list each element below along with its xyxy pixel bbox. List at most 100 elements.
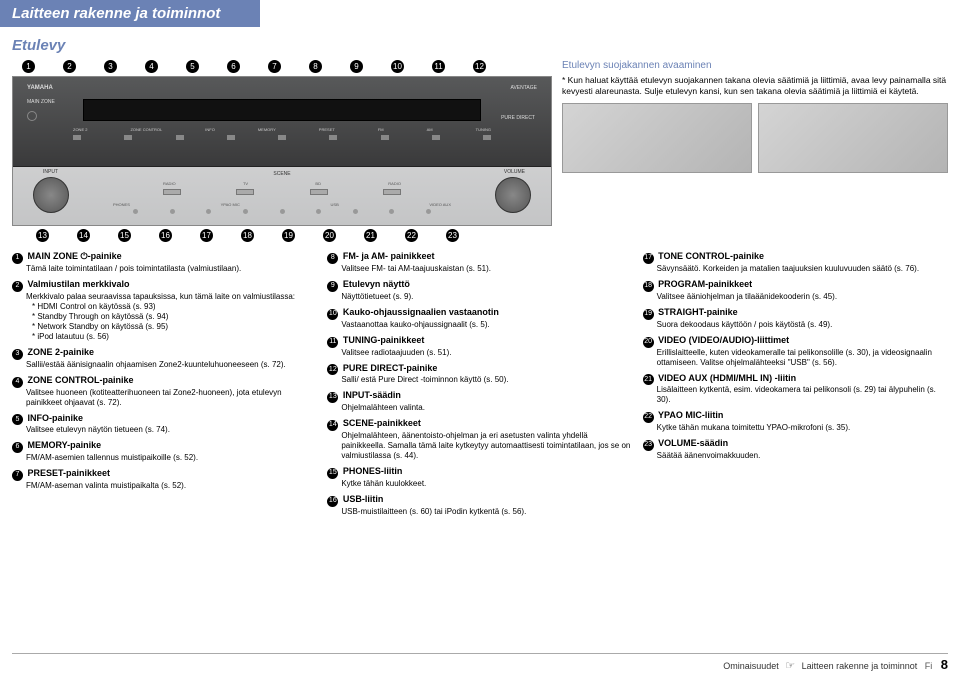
item-12: 12 PURE DIRECT-painikeSalli/ estä Pure D… <box>327 363 632 386</box>
item-head: 3 ZONE 2-painike <box>12 347 317 360</box>
footer-section-1: Ominaisuudet <box>723 661 779 671</box>
item-head: 17 TONE CONTROL-painike <box>643 251 948 264</box>
item-body: Ohjelmalähteen, äänentoisto-ohjelman ja … <box>341 431 632 461</box>
item-body: Ohjelmalähteen valinta. <box>341 403 632 413</box>
item-9: 9 Etulevyn näyttöNäyttötietueet (s. 9). <box>327 279 632 302</box>
item-18: 18 PROGRAM-painikkeetValitsee ääniohjelm… <box>643 279 948 302</box>
item-number: 6 <box>12 442 23 453</box>
item-number: 7 <box>12 470 23 481</box>
brand-label: YAMAHA <box>27 85 53 91</box>
input-label: INPUT <box>43 169 58 175</box>
item-head: 18 PROGRAM-painikkeet <box>643 279 948 292</box>
callouts-bottom: 1314151617181920212223 <box>12 229 552 242</box>
panel-area: 123456789101112 YAMAHA AVENTAGE MAIN ZON… <box>12 60 552 245</box>
line-label: AVENTAGE <box>511 85 538 91</box>
item-19: 19 STRAIGHT-painikeSuora dekoodaus käytt… <box>643 307 948 330</box>
item-20: 20 VIDEO (VIDEO/AUDIO)-liittimetErillisl… <box>643 335 948 368</box>
scene-labels: RADIOTVBDRADIO <box>163 181 401 186</box>
item-head: 21 VIDEO AUX (HDMI/MHL IN) -liitin <box>643 373 948 386</box>
description-columns: 1 MAIN ZONE ⏻-painikeTämä laite toiminta… <box>0 245 960 522</box>
cover-open-images <box>562 103 948 173</box>
item-number: 5 <box>12 414 23 425</box>
item-head: 16 USB-liitin <box>327 494 632 507</box>
item-body: Valitsee radiotaajuuden (s. 51). <box>341 348 632 358</box>
callout-4: 4 <box>145 60 158 73</box>
item-head: 19 STRAIGHT-painike <box>643 307 948 320</box>
callout-9: 9 <box>350 60 363 73</box>
item-15: 15 PHONES-liitinKytke tähän kuulokkeet. <box>327 466 632 489</box>
cover-open-title: Etulevyn suojakannen avaaminen <box>562 60 948 71</box>
callout-7: 7 <box>268 60 281 73</box>
callout-23: 23 <box>446 229 459 242</box>
item-number: 16 <box>327 496 338 507</box>
item-head: 9 Etulevyn näyttö <box>327 279 632 292</box>
item-body: Suora dekoodaus käyttöön / pois käytöstä… <box>657 320 948 330</box>
item-number: 18 <box>643 281 654 292</box>
item-head: 11 TUNING-painikkeet <box>327 335 632 348</box>
item-2: 2 Valmiustilan merkkivaloMerkkivalo pala… <box>12 279 317 342</box>
page-header: Laitteen rakenne ja toiminnot <box>0 0 260 27</box>
item-head: 6 MEMORY-painike <box>12 440 317 453</box>
item-22: 22 YPAO MIC-liitinKytke tähän mukana toi… <box>643 410 948 433</box>
callout-18: 18 <box>241 229 254 242</box>
bottom-labels: PHONESYPAO MICUSBVIDEO AUX <box>113 202 451 207</box>
callout-17: 17 <box>200 229 213 242</box>
item-17: 17 TONE CONTROL-painikeSävynsäätö. Korke… <box>643 251 948 274</box>
item-number: 10 <box>327 309 338 320</box>
row-labels: ZONE 2ZONE CONTROLINFOMEMORYPRESETFMAMTU… <box>73 127 491 132</box>
item-body: Valitsee FM- tai AM-taajuuskaistan (s. 5… <box>341 264 632 274</box>
item-head: 1 MAIN ZONE ⏻-painike <box>12 251 317 264</box>
item-10: 10 Kauko-ohjaussignaalien vastaanotinVas… <box>327 307 632 330</box>
callout-22: 22 <box>405 229 418 242</box>
item-number: 22 <box>643 412 654 423</box>
item-head: 7 PRESET-painikkeet <box>12 468 317 481</box>
item-21: 21 VIDEO AUX (HDMI/MHL IN) -liitinLisäla… <box>643 373 948 406</box>
scene-label: SCENE <box>273 171 290 177</box>
column-2: 8 FM- ja AM- painikkeetValitsee FM- tai … <box>327 251 632 522</box>
item-body: Lisälaitteen kytkentä, esim. videokamera… <box>657 385 948 405</box>
item-head: 10 Kauko-ohjaussignaalien vastaanotin <box>327 307 632 320</box>
footer-section-2: Laitteen rakenne ja toiminnot <box>802 661 918 671</box>
item-head: 2 Valmiustilan merkkivalo <box>12 279 317 292</box>
callout-13: 13 <box>36 229 49 242</box>
item-4: 4 ZONE CONTROL-painikeValitsee huoneen (… <box>12 375 317 408</box>
item-number: 9 <box>327 281 338 292</box>
item-number: 19 <box>643 309 654 320</box>
cover-img-2 <box>758 103 948 173</box>
item-body: FM/AM-aseman valinta muistipaikalta (s. … <box>26 481 317 491</box>
scene-buttons <box>163 189 401 195</box>
page-subtitle: Etulevy <box>12 37 960 54</box>
item-head: 14 SCENE-painikkeet <box>327 418 632 431</box>
item-body: Valitsee ääniohjelman ja tilaäänidekoode… <box>657 292 948 302</box>
volume-label: VOLUME <box>504 169 525 175</box>
cover-open-box: Etulevyn suojakannen avaaminen * Kun hal… <box>562 60 948 245</box>
cover-img-1 <box>562 103 752 173</box>
item-body: USB-muistilaitteen (s. 60) tai iPodin ky… <box>341 507 632 517</box>
item-body: Kytke tähän kuulokkeet. <box>341 479 632 489</box>
item-head: 12 PURE DIRECT-painike <box>327 363 632 376</box>
item-body: Säätää äänenvoimakkuuden. <box>657 451 948 461</box>
item-body: Kytke tähän mukana toimitettu YPAO-mikro… <box>657 423 948 433</box>
item-number: 13 <box>327 392 338 403</box>
item-number: 4 <box>12 377 23 388</box>
item-body: Salli/ estä Pure Direct -toiminnon käytt… <box>341 375 632 385</box>
callout-6: 6 <box>227 60 240 73</box>
item-body: Valitsee huoneen (kotiteatterihuoneen ta… <box>26 388 317 408</box>
callout-2: 2 <box>63 60 76 73</box>
item-1: 1 MAIN ZONE ⏻-painikeTämä laite toiminta… <box>12 251 317 274</box>
callout-11: 11 <box>432 60 445 73</box>
pure-label: PURE DIRECT <box>501 115 535 121</box>
item-number: 8 <box>327 253 338 264</box>
callouts-top: 123456789101112 <box>12 60 552 73</box>
item-14: 14 SCENE-painikkeetOhjelmalähteen, äänen… <box>327 418 632 461</box>
item-head: 5 INFO-painike <box>12 413 317 426</box>
callout-5: 5 <box>186 60 199 73</box>
input-knob <box>33 177 69 213</box>
cover-open-body: * Kun haluat käyttää etulevyn suojakanne… <box>562 75 948 97</box>
item-body: Erillislaitteelle, kuten videokameralle … <box>657 348 948 368</box>
item-7: 7 PRESET-painikkeetFM/AM-aseman valinta … <box>12 468 317 491</box>
zone-label: MAIN ZONE <box>27 99 55 105</box>
item-body: Näyttötietueet (s. 9). <box>341 292 632 302</box>
callout-10: 10 <box>391 60 404 73</box>
callout-8: 8 <box>309 60 322 73</box>
